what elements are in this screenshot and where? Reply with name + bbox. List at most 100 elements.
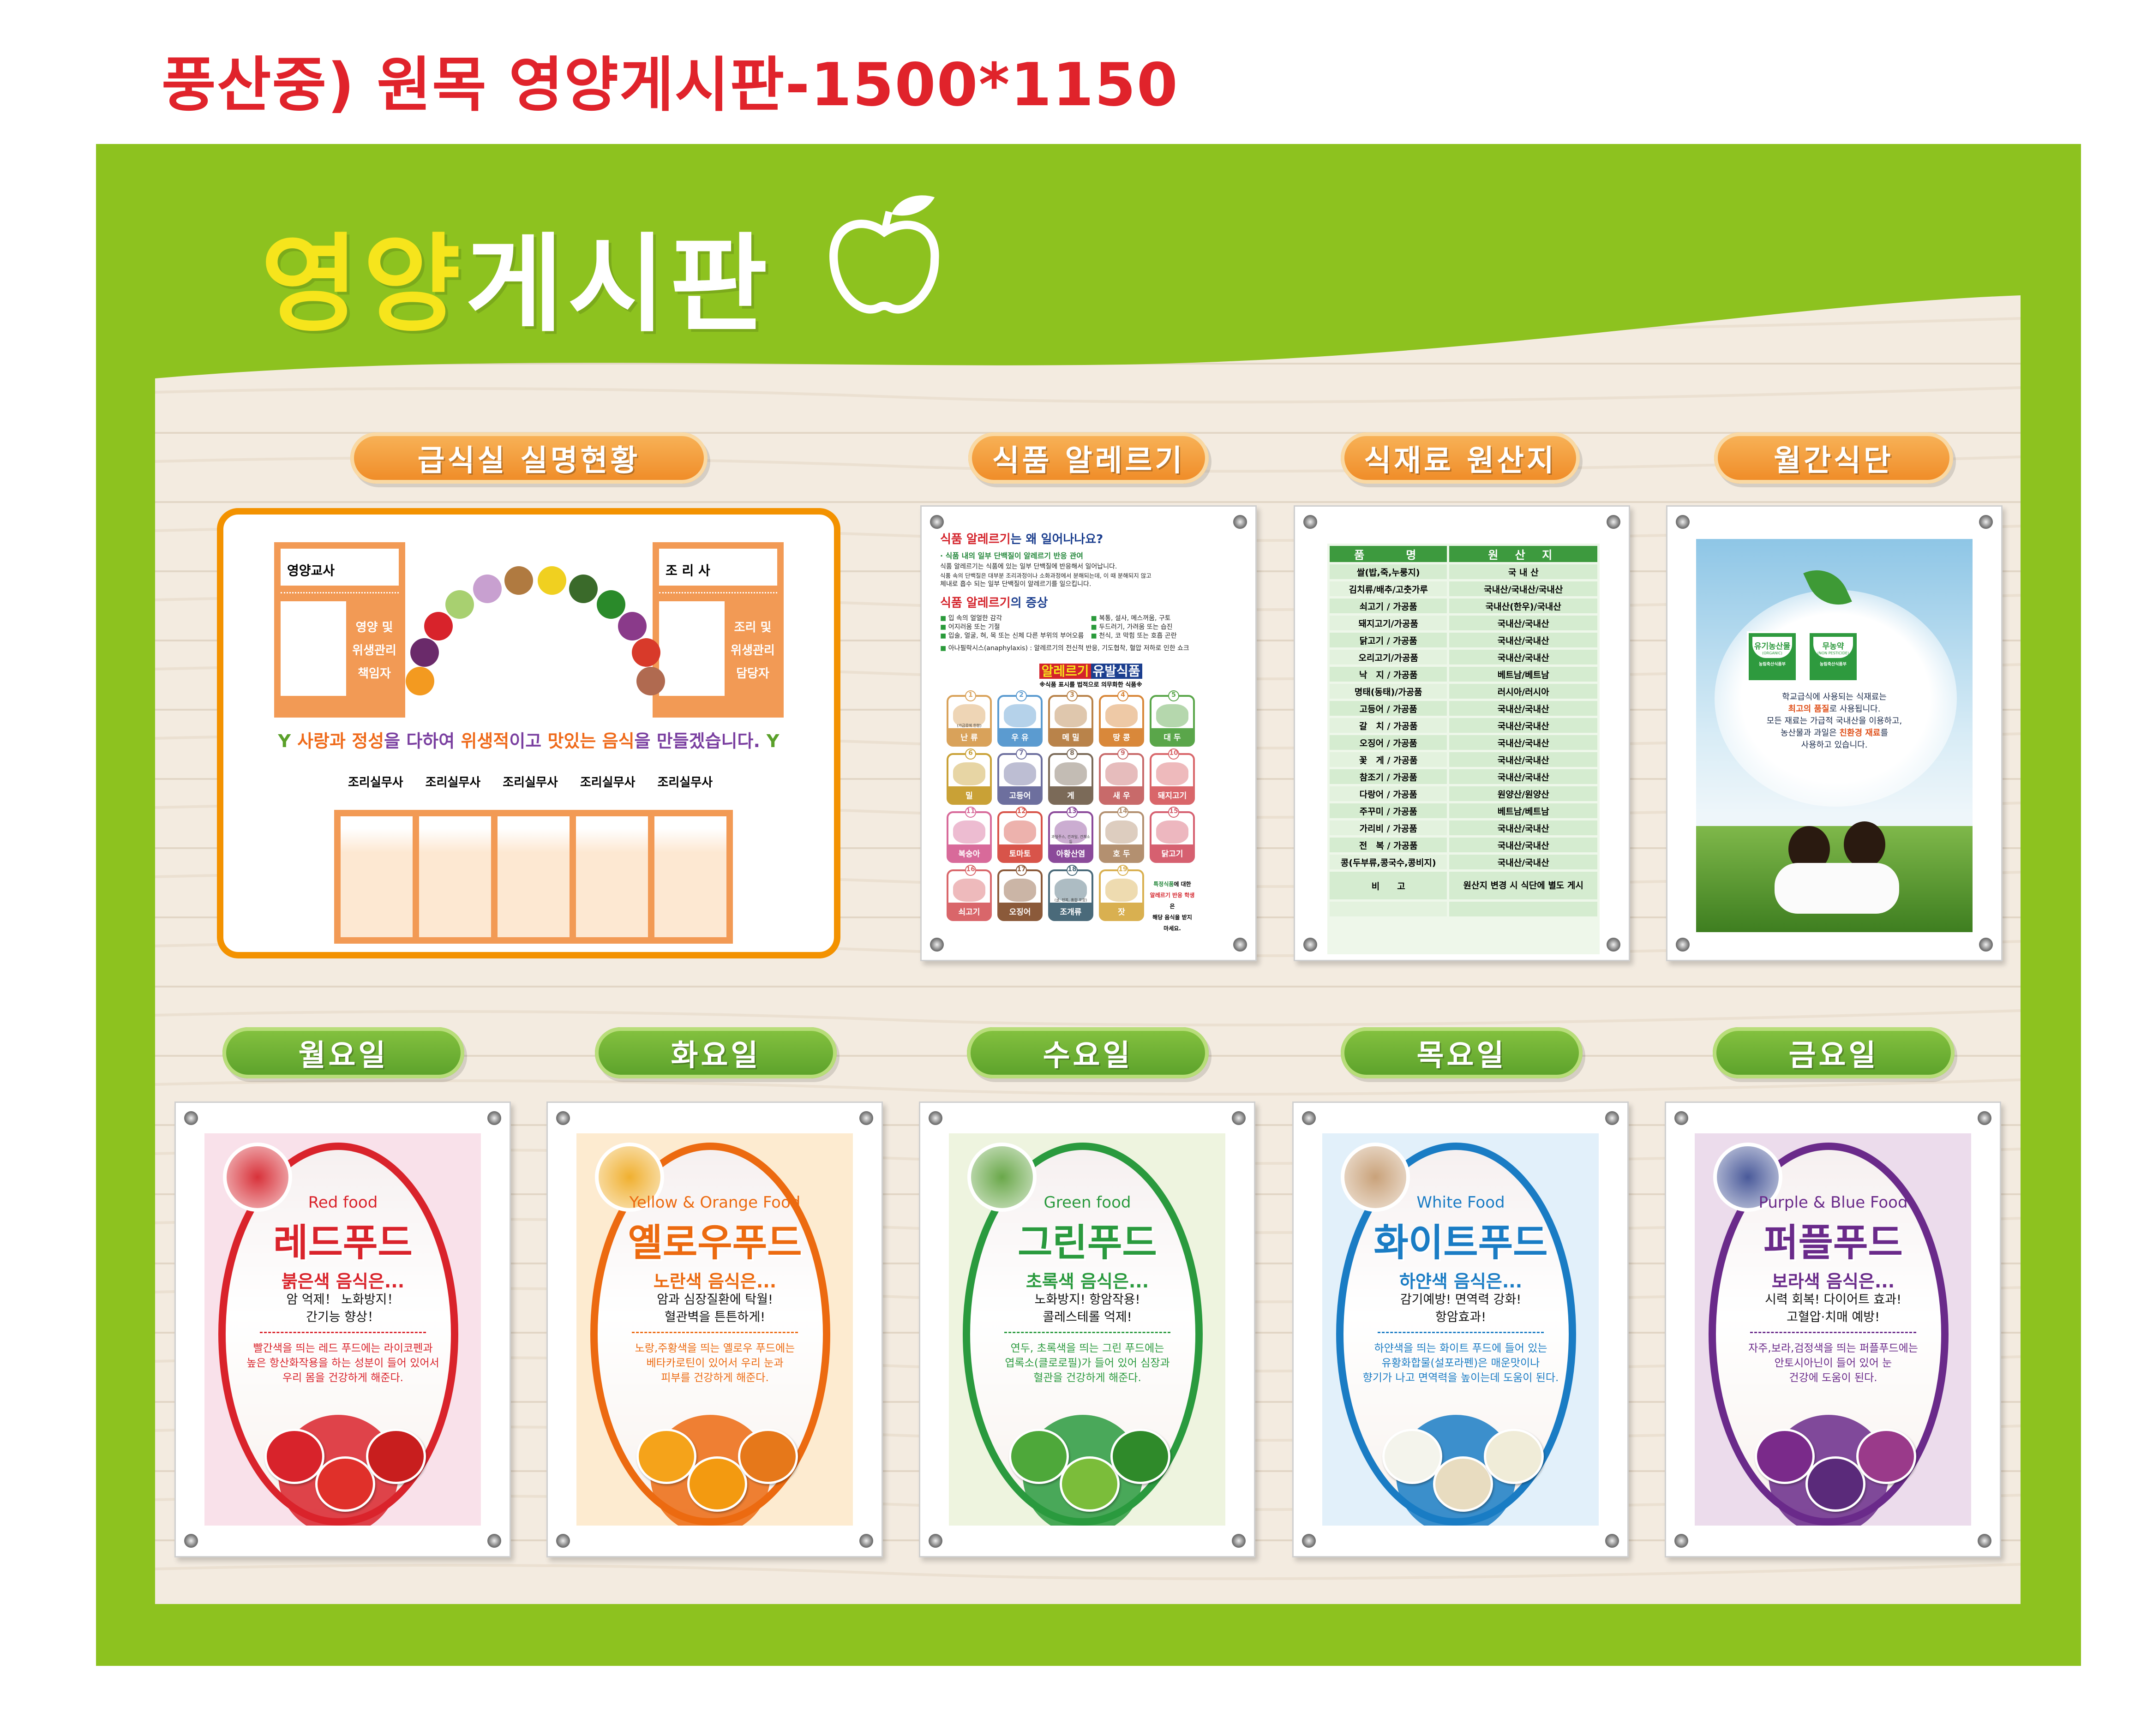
fruit-icon: [445, 590, 474, 619]
warning-part: 은: [1169, 903, 1175, 910]
fruit-icon: [596, 590, 625, 619]
role-line: 책임자: [358, 667, 391, 681]
benefit-line: 고혈압·치매 예방!: [1787, 1310, 1880, 1324]
allergen-image: [1105, 820, 1138, 844]
description-line: 우리 몸을 건강하게 해준다.: [282, 1372, 403, 1384]
description-line: 자주,보라,검정색을 띄는 퍼플푸드에는: [1748, 1342, 1918, 1354]
section-label: 식재료 원산지: [1341, 432, 1580, 484]
origin-cell: 쇠고기 / 가공품: [1330, 599, 1447, 613]
food-english-title: Yellow & Orange Food: [629, 1193, 801, 1212]
description-line: 연두, 초록색을 띄는 그린 푸드에는: [1010, 1342, 1164, 1354]
badge-inner: 유기농산물 (ORGANIC): [1752, 637, 1792, 658]
badge-main: 무농약: [1822, 642, 1844, 651]
menu-text-part: 모든 재료는 가급적 국내산을 이용하고,: [1766, 716, 1902, 726]
allergen-label: 밀: [948, 786, 990, 803]
origin-cell: 콩(두부류,콩국수,콩비지): [1330, 855, 1447, 869]
remark-label: 비 고: [1330, 872, 1447, 899]
origin-cell: 꽃 게 / 가공품: [1330, 752, 1447, 767]
fruit-icon: [504, 566, 534, 595]
role-line: 조리 및: [734, 621, 772, 635]
allergen-number: 17: [1016, 865, 1027, 876]
origin-cell: 주꾸미 / 가공품: [1330, 803, 1447, 818]
allergen-image: [953, 879, 985, 902]
warning-part: 에 대한: [1174, 881, 1191, 887]
photo-slot: [419, 816, 491, 937]
origin-cell: 국내산(한우)/국내산: [1449, 599, 1597, 613]
description-line: 유황화합물(설포라펜)은 매운맛이나: [1381, 1357, 1540, 1369]
benefit-line: 감기예방! 면역력 강화!: [1400, 1293, 1522, 1307]
food-english-title: White Food: [1416, 1193, 1505, 1212]
cook-role: 조리 및 위생관리 담당자: [727, 616, 778, 685]
origin-row: 오리고기/가공품 국내산/국내산: [1330, 650, 1597, 664]
day-poster-frame: Red food 레드푸드 붉은색 음식은... 암 억제！ 노화방지！ 간기능 향상！…: [174, 1101, 511, 1557]
menu-text-part: 농산물과 과일은: [1780, 728, 1840, 738]
menu-line: 사용하고 있습니다.: [1696, 739, 1973, 751]
food-description: 연두, 초록색을 띄는 그린 푸드에는 엽록소(클로로필)가 들어 있어 심장과 혈…: [981, 1341, 1193, 1385]
origin-cell: 베트남/베트남: [1449, 667, 1597, 682]
screw-icon: [1979, 938, 1993, 952]
food-photo: [223, 1143, 292, 1212]
badge-sub: (NON PESTICIDE): [1817, 651, 1849, 655]
day-poster: Yellow & Orange Food 옐로우푸드 노란색 음식은... 암과 심장…: [576, 1133, 853, 1526]
description-line: 피부를 건강하게 해준다.: [661, 1372, 769, 1384]
allergy-point: · 식품 내의 일부 단백질이 알레르기 반응 관여: [940, 551, 1084, 560]
day-poster: Green food 그린푸드 초록색 음식은... 노화방지! 항암작용! 콜레스테롤…: [949, 1133, 1225, 1526]
food-description: 노랑,주황색을 띄는 옐로우 푸드에는 베타카로틴이 있어서 우리 눈과 피부를 건…: [609, 1341, 821, 1385]
origin-row: 전 복 / 가공품 국내산/국내산: [1330, 838, 1597, 852]
allergen-image: [953, 820, 985, 844]
allergen-tile: 16 쇠고기: [947, 865, 992, 921]
allergen-label: 아황산염: [1050, 844, 1091, 861]
description-line: 엽록소(클로로필)가 들어 있어 심장과: [1005, 1357, 1170, 1369]
screw-icon: [487, 1534, 501, 1548]
origin-cell: 오리고기/가공품: [1330, 650, 1447, 664]
allergen-label: 게: [1050, 786, 1091, 803]
vegetable-illustration: [1856, 1429, 1916, 1484]
symptom-item: 입술, 얼굴, 혀, 목 또는 신체 다른 부위의 부어오름: [940, 632, 1091, 641]
nutritionist-name-label: 영양교사: [281, 549, 399, 586]
food-subtitle: 노란색 음식은...: [653, 1271, 777, 1292]
food-korean-title: 퍼플푸드: [1763, 1221, 1903, 1265]
allergen-label: 닭고기: [1151, 844, 1193, 861]
allergen-label: 조개류: [1050, 903, 1091, 919]
fruit-icon: [636, 667, 665, 695]
allergen-tile: 17 오징어: [997, 865, 1043, 921]
origin-cell: 쌀(밥,죽,누룽지): [1330, 564, 1447, 579]
photo-slot: [576, 816, 648, 937]
origin-row: 낙 지 / 가공품 베트남/베트남: [1330, 667, 1597, 682]
allergen-tile: 7 고등어: [997, 748, 1043, 805]
origin-cell: 닭고기 / 가공품: [1330, 633, 1447, 647]
day-label: 수요일: [967, 1027, 1209, 1078]
allergen-image: [1105, 704, 1138, 727]
badge-org: 농림축산식품부: [1820, 662, 1847, 667]
allergen-tile: 14 호 두: [1099, 807, 1144, 863]
sprout-icon: Y: [766, 731, 780, 751]
origin-cell: 돼지고기/가공품: [1330, 616, 1447, 630]
assistant-label: 조리실무사: [503, 776, 558, 790]
allergen-image: [1055, 762, 1087, 785]
allergen-tile: 2 우 유: [997, 690, 1043, 747]
sprout-icon: Y: [278, 731, 291, 751]
slogan-part: 이고: [509, 731, 548, 751]
allergen-label: 우 유: [999, 728, 1041, 745]
origin-cell: 참조기 / 가공품: [1330, 769, 1447, 784]
origin-row: 꽃 게 / 가공품 국내산/국내산: [1330, 752, 1597, 767]
menu-text-part: 친환경 재료: [1839, 728, 1881, 738]
menu-text-part: 를: [1880, 728, 1888, 738]
allergen-number: 12: [1016, 807, 1027, 818]
allergen-label: 토마토: [999, 844, 1041, 861]
screw-icon: [1233, 515, 1247, 529]
allergen-label: 고등어: [999, 786, 1041, 803]
screw-icon: [1607, 515, 1620, 529]
allergen-number: 1: [965, 690, 976, 701]
allergen-tile: 5 대 두: [1150, 690, 1195, 747]
allergen-image: [953, 762, 985, 785]
badge-inner: 무농약 (NON PESTICIDE): [1813, 637, 1853, 658]
badge-main: 유기농산물: [1754, 642, 1791, 651]
food-benefits: 감기예방! 면역력 강화! 항암효과!: [1355, 1291, 1567, 1326]
allergen-note: 과일주스, 건과일, 건채소 등: [1051, 835, 1090, 844]
monthly-menu-poster: 유기농산물 (ORGANIC) 농림축산식품부 무농약 (NON PESTICIDE) 농…: [1696, 539, 1973, 932]
slogan-part: [346, 731, 352, 751]
